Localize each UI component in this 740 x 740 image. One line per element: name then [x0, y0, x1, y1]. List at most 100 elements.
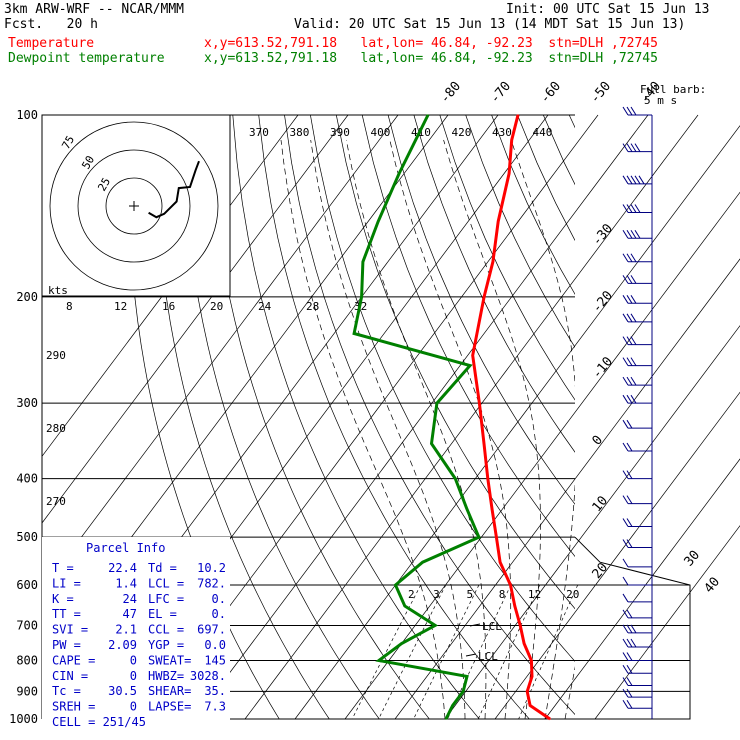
wind-barb-flag — [622, 336, 629, 345]
dewpoint-point — [445, 718, 447, 720]
temperature-point — [510, 139, 513, 141]
mixing-ratio-lines — [351, 584, 579, 720]
pressure-tick-label: 1000 — [9, 712, 38, 726]
wind-barb-flag — [622, 677, 629, 686]
parcel-info-value: 35. — [204, 684, 226, 698]
dewpoint-point — [394, 584, 397, 586]
dry-adiabat-line — [568, 115, 575, 129]
temperature-series-line — [471, 114, 551, 721]
dry-adiabat-line — [595, 115, 740, 719]
dewpoint-point — [427, 114, 429, 116]
parcel-info-key: SVI = — [52, 623, 88, 637]
parcel-info-key: CCL = — [148, 623, 184, 637]
moist-adiabat-line — [280, 139, 446, 719]
temperature-legend: Temperature — [8, 36, 95, 51]
wind-barb-flag — [630, 106, 637, 116]
dewpoint-station-info: x,y=613.52,791.18 lat,lon= 46.84, -92.23… — [204, 51, 658, 66]
dry-adiabat-lines — [127, 115, 740, 719]
wind-barb-flag — [626, 336, 633, 345]
wind-barb-flag — [622, 253, 629, 263]
parcel-info-value: 782. — [197, 576, 226, 590]
parcel-info-value: 2.09 — [108, 638, 137, 652]
parcel-info-key: LCL = — [148, 576, 184, 590]
dewpoint-point — [398, 172, 400, 175]
temperature-point — [509, 584, 512, 586]
dry-adiabat-line — [387, 115, 575, 505]
mixing-ratio-line — [477, 584, 541, 720]
isotherm-line — [444, 325, 740, 720]
hodograph-ring — [105, 177, 163, 235]
dry-adiabat-line — [335, 115, 575, 610]
parcel-info-cell: CELL = 251/45 — [52, 715, 146, 729]
wind-barb-flag — [630, 624, 637, 634]
dry-adiabat-line — [258, 115, 530, 719]
lcl-marker — [465, 653, 477, 657]
wind-barb-flag — [630, 295, 637, 304]
wind-barb-flag — [622, 106, 629, 116]
isotherm-lines — [42, 114, 740, 720]
theta-tick-label: 280 — [46, 422, 66, 435]
hodograph-ring — [77, 149, 191, 263]
isotherm-line — [42, 114, 349, 524]
dry-adiabat-line — [310, 115, 575, 662]
wind-barb-flag — [622, 624, 629, 634]
parcel-info-value: 2.1 — [115, 623, 137, 637]
dewpoint-point — [478, 536, 480, 538]
wind-barb-flag — [630, 275, 637, 284]
temperature-point — [483, 442, 485, 445]
temperature-point — [495, 536, 498, 538]
mixing-ratio-label: 20 — [566, 588, 579, 601]
wind-barb-flag — [630, 230, 637, 239]
init-time: Init: 00 UTC Sat 15 Jun 13 — [506, 2, 710, 17]
isotherm-line — [294, 125, 740, 720]
hodograph-speed-tick: 24 — [258, 300, 272, 313]
isotherm-tick-label: 20 — [590, 560, 612, 582]
dry-adiabat-line — [284, 115, 575, 715]
wind-barb-flag — [630, 143, 637, 152]
dewpoint-point — [430, 442, 433, 445]
wind-barb-flag — [626, 175, 633, 185]
wind-barb-flag — [634, 230, 641, 239]
dry-adiabat-line — [465, 115, 575, 348]
parcel-info-key: PW = — [52, 638, 81, 652]
isotherm-tick-label: 0 — [590, 433, 607, 449]
theta-tick-label: 290 — [46, 349, 66, 362]
wind-barb-flag — [622, 638, 629, 648]
wind-barb-flag — [622, 518, 629, 527]
parcel-info-value: 24 — [123, 592, 137, 606]
dewpoint-point — [451, 704, 454, 707]
wind-barb-flag — [622, 495, 629, 504]
temperature-point — [487, 477, 489, 480]
sounding-series — [352, 114, 551, 721]
dry-adiabat-line — [439, 115, 575, 401]
dry-adiabat-line — [699, 115, 740, 719]
parcel-info-value: 0. — [212, 592, 226, 606]
moist-adiabat-line — [510, 139, 575, 719]
isotherm-tick-label: 10 — [590, 493, 612, 515]
parcel-info-key: SWEAT= — [148, 653, 191, 667]
parcel-info-key: LI = — [52, 576, 81, 590]
parcel-info-value: 1.4 — [115, 576, 137, 590]
parcel-info-value: 0.0 — [204, 638, 226, 652]
dewpoint-point — [360, 296, 363, 298]
isotherm-tick-label: -70 — [488, 79, 515, 107]
theta-tick-label: 440 — [533, 126, 553, 139]
full-barb-label: Full barb: — [640, 83, 706, 96]
temperature-point — [497, 220, 500, 223]
isotherm-line — [244, 114, 699, 720]
parcel-info-key: HWBZ= — [148, 669, 184, 683]
temperature-point — [529, 704, 531, 707]
dry-adiabat-line — [725, 115, 740, 719]
temperature-point — [508, 172, 510, 175]
dry-adiabat-line — [206, 115, 430, 719]
parcel-info-title: Parcel Info — [86, 541, 165, 555]
moist-adiabat-line — [443, 139, 541, 719]
parcel-info-value: 3028. — [190, 669, 226, 683]
dewpoint-point — [353, 332, 355, 335]
theta-tick-label: 430 — [492, 126, 512, 139]
parcel-info-key: YGP = — [148, 638, 184, 652]
wind-barb-flag — [630, 175, 637, 185]
wind-barb-flag — [622, 652, 629, 661]
wind-barb-flag — [630, 376, 637, 386]
